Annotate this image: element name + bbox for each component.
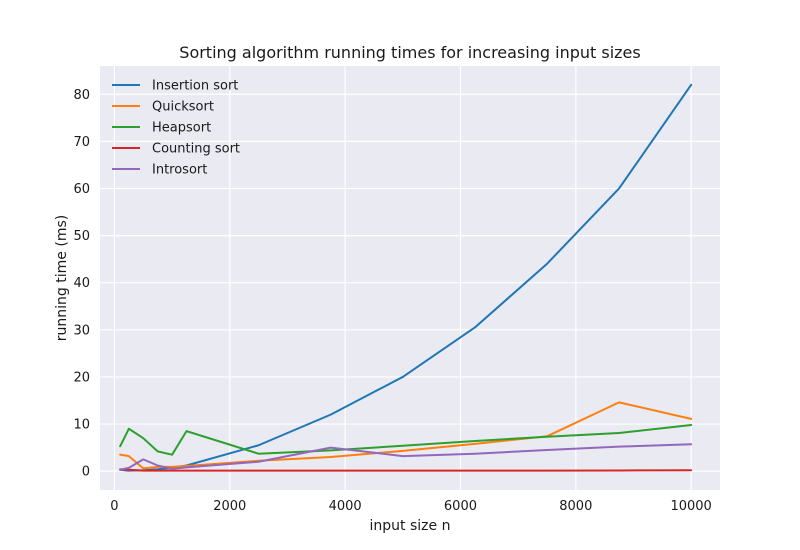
legend-label-quicksort: Quicksort	[152, 100, 214, 115]
y-axis-label: running time (ms)	[54, 215, 70, 341]
x-tick-label: 4000	[329, 499, 362, 514]
y-tick-label: 60	[73, 182, 90, 197]
y-tick-label: 30	[73, 323, 90, 338]
legend-label-insertion-sort: Insertion sort	[152, 79, 238, 94]
y-tick-label: 80	[73, 88, 90, 103]
series-line-counting-sort	[119, 468, 693, 472]
x-tick-label: 6000	[444, 499, 477, 514]
series-line-heapsort	[119, 423, 693, 456]
x-tick-label: 0	[110, 499, 118, 514]
y-tick-label: 40	[73, 276, 90, 291]
chart-title: Sorting algorithm running times for incr…	[179, 43, 640, 62]
y-tick-label: 50	[73, 229, 90, 244]
y-tick-label: 10	[73, 418, 90, 433]
legend: Insertion sort Quicksort Heapsort Counting …	[112, 79, 240, 178]
plot-background	[100, 66, 720, 490]
x-tick-label: 10000	[670, 499, 711, 514]
x-tick-labels: 0 2000 4000 6000 8000 10000	[110, 499, 712, 514]
x-axis-label: input size n	[370, 518, 451, 534]
legend-label-introsort: Introsort	[152, 163, 207, 178]
y-tick-label: 20	[73, 370, 90, 385]
x-gridlines	[113, 66, 692, 490]
y-tick-labels: 0 10 20 30 40 50 60 70 80	[73, 88, 90, 480]
x-tick-label: 8000	[559, 499, 592, 514]
series-line-introsort	[119, 443, 693, 471]
series-lines	[119, 83, 693, 472]
y-tick-label: 0	[82, 465, 90, 480]
y-tick-label: 70	[73, 135, 90, 150]
legend-label-heapsort: Heapsort	[152, 121, 211, 136]
x-tick-label: 2000	[213, 499, 246, 514]
legend-label-counting-sort: Counting sort	[152, 142, 240, 157]
